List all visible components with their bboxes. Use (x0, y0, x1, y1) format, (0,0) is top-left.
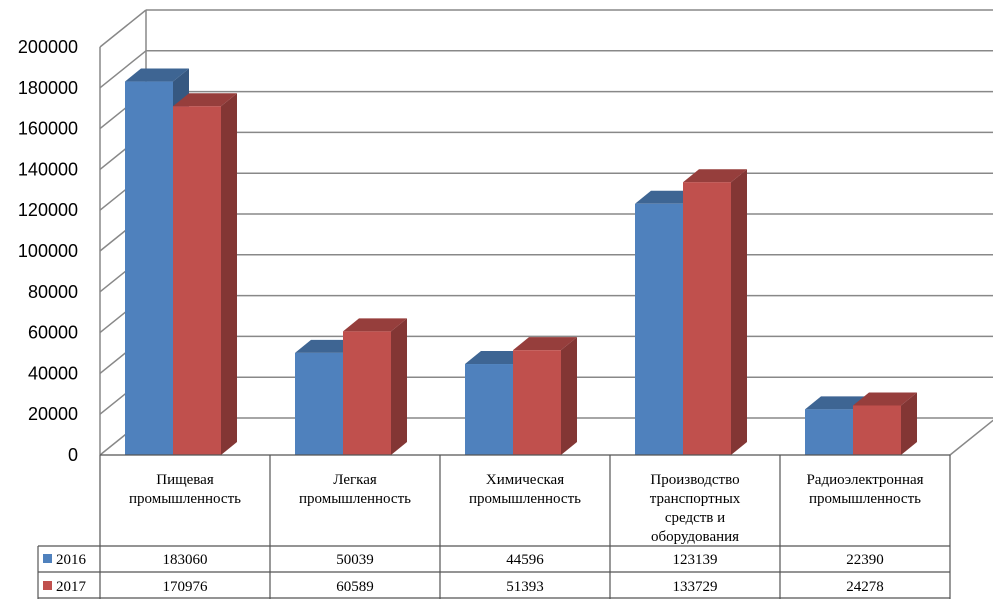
category-label: Легкая (333, 472, 377, 488)
bar-2017 (343, 331, 391, 455)
data-table: Пищевая промышленность Легкая промышленност… (37, 454, 951, 599)
category-label: промышленность (469, 491, 581, 507)
table-value: 183060 (163, 552, 208, 568)
category-label: Химическая (486, 472, 564, 488)
bar-2017 (513, 350, 561, 455)
bars (125, 68, 917, 456)
bar-side (731, 169, 747, 455)
table-value: 51393 (506, 579, 544, 595)
y-tick-label: 100000 (18, 241, 78, 261)
bar-2017 (683, 182, 731, 455)
bar-2016 (295, 352, 343, 455)
bar-top (343, 318, 407, 332)
bar-side (901, 392, 917, 455)
bar-top (125, 68, 189, 82)
table-value: 170976 (163, 579, 209, 595)
bar-top (683, 169, 747, 183)
bar-2016 (805, 409, 853, 455)
gridline-side (99, 9, 147, 48)
table-value: 133729 (673, 579, 718, 595)
category-label: оборудования (651, 529, 739, 545)
bar-2016 (635, 203, 683, 455)
category-label: средств и (665, 510, 725, 526)
bar-2016 (125, 81, 173, 455)
y-tick-label: 40000 (28, 363, 78, 383)
y-tick-label: 80000 (28, 282, 78, 302)
bar-side (391, 318, 407, 455)
bar-top (513, 337, 577, 351)
y-tick-label: 160000 (18, 119, 78, 139)
legend-label: 2016 (56, 552, 87, 568)
y-tick-label: 20000 (28, 404, 78, 424)
legend-key-2017 (43, 581, 52, 590)
bar-2017 (173, 106, 221, 456)
bar-side (221, 93, 237, 456)
bar-2016 (465, 364, 513, 455)
y-tick-label: 140000 (18, 159, 78, 179)
category-label: промышленность (129, 491, 241, 507)
table-value: 22390 (846, 552, 884, 568)
legend-label: 2017 (56, 579, 87, 595)
table-value: 60589 (336, 579, 374, 595)
y-tick-label: 180000 (18, 78, 78, 98)
y-tick-label: 0 (68, 445, 78, 465)
category-label: промышленность (299, 491, 411, 507)
category-label: транспортных (650, 491, 741, 507)
legend-key-2016 (43, 554, 52, 563)
category-label: Радиоэлектронная (806, 472, 923, 488)
y-tick-label: 200000 (18, 37, 78, 57)
bar-top (853, 392, 917, 406)
table-value: 123139 (673, 552, 718, 568)
table-value: 44596 (506, 552, 544, 568)
bar-top (173, 93, 237, 107)
y-axis: 0 20000 40000 60000 80000 100000 120000 140000 1… (18, 37, 78, 465)
category-label: Пищевая (156, 472, 214, 488)
category-label: Производство (650, 472, 739, 488)
category-label: промышленность (809, 491, 921, 507)
gridline-side (99, 50, 147, 89)
y-tick-label: 120000 (18, 200, 78, 220)
floor-right-edge (949, 419, 993, 456)
y-tick-label: 60000 (28, 323, 78, 343)
table-value: 50039 (336, 552, 374, 568)
bar-side (561, 337, 577, 455)
table-value: 24278 (846, 579, 884, 595)
bar-2017 (853, 405, 901, 455)
